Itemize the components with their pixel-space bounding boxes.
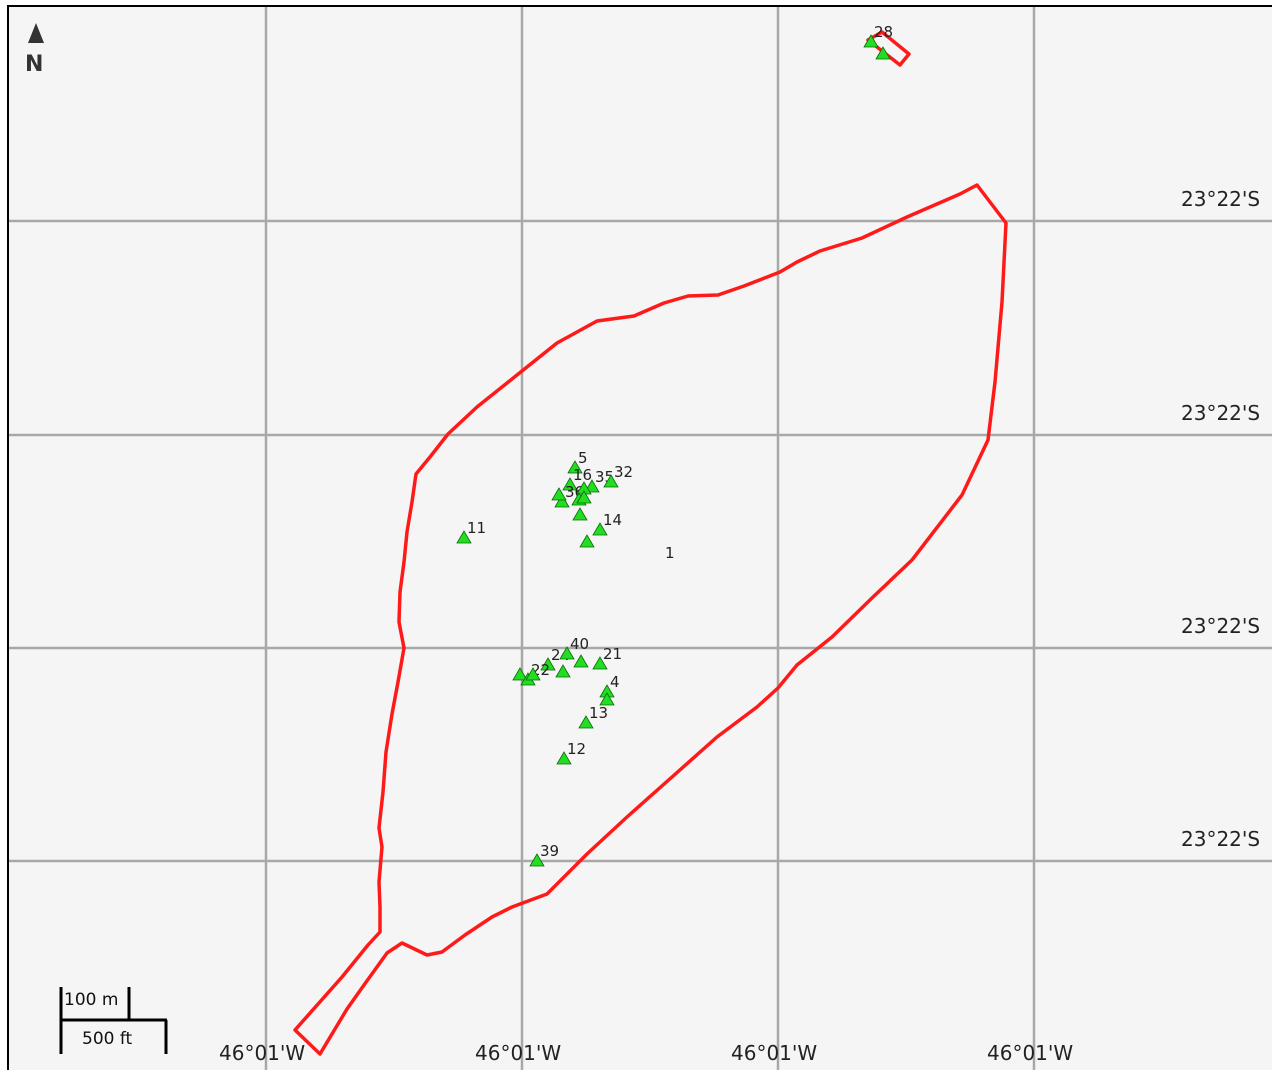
small-area-boundary[interactable]: [866, 30, 911, 67]
latitude-label: 23°22'S: [1181, 827, 1260, 851]
site-label: 5: [578, 449, 588, 467]
site-label: 21: [603, 645, 622, 663]
site-marker-icon[interactable]: [562, 477, 578, 491]
site-label: 13: [589, 704, 608, 722]
latitude-labels: 23°22'S 23°22'S 23°22'S 23°22'S: [1181, 187, 1260, 851]
site-marker-icon[interactable]: [559, 646, 575, 660]
site-marker-icon[interactable]: [551, 487, 567, 501]
site-marker-icon[interactable]: [529, 853, 545, 867]
site-marker-icon[interactable]: [603, 474, 619, 488]
north-arrow-icon: N: [25, 23, 44, 77]
longitude-label: 46°01'W: [731, 1041, 817, 1065]
site-marker-icon[interactable]: [863, 34, 879, 48]
north-label: N: [25, 52, 43, 77]
site-label: 40: [570, 635, 589, 653]
longitude-label: 46°01'W: [475, 1041, 561, 1065]
scale-bar: 100 m 500 ft: [59, 987, 168, 1054]
latitude-label: 23°22'S: [1181, 187, 1260, 211]
site-marker-icon[interactable]: [555, 664, 571, 678]
site-label: 32: [614, 463, 633, 481]
site-marker-icon[interactable]: [576, 490, 592, 504]
longitude-label: 46°01'W: [219, 1041, 305, 1065]
site-marker-icon[interactable]: [525, 667, 541, 681]
site-marker-icon[interactable]: [875, 46, 891, 60]
site-label: 4: [610, 673, 620, 691]
graticule: [9, 7, 1272, 1070]
site-label: 14: [603, 511, 622, 529]
site-marker-icon[interactable]: [572, 507, 588, 521]
site-marker-icon[interactable]: [573, 654, 589, 668]
site-marker-icon[interactable]: [599, 692, 615, 706]
site-marker-icon[interactable]: [578, 715, 594, 729]
site-marker-icon[interactable]: [592, 522, 608, 536]
site-label: 16: [573, 466, 592, 484]
site-label: 28: [874, 23, 893, 41]
site-marker-icon[interactable]: [540, 657, 556, 671]
site-label: 1: [665, 544, 675, 562]
longitude-labels: 46°01'W 46°01'W 46°01'W 46°01'W: [219, 1041, 1073, 1065]
latitude-label: 23°22'S: [1181, 401, 1260, 425]
site-marker-icon[interactable]: [579, 534, 595, 548]
scale-imperial-label: 500 ft: [82, 1029, 133, 1049]
scale-metric-label: 100 m: [64, 990, 118, 1010]
site-marker-icon[interactable]: [567, 460, 583, 474]
site-marker-icon[interactable]: [456, 530, 472, 544]
site-marker-icon[interactable]: [554, 494, 570, 508]
site-label: 39: [540, 842, 559, 860]
site-marker-icon[interactable]: [592, 656, 608, 670]
area-boundary[interactable]: [293, 183, 1008, 1056]
latitude-label: 23°22'S: [1181, 614, 1260, 638]
map-view[interactable]: 28 5 16 35 32 36 14 11 24 40 21 22 4 13 12 39 1 23°22'S…: [7, 5, 1272, 1070]
site-label: 11: [467, 519, 486, 537]
site-label: 12: [567, 740, 586, 758]
site-marker-icon[interactable]: [556, 751, 572, 765]
site-marker-icon[interactable]: [512, 667, 528, 681]
longitude-label: 46°01'W: [987, 1041, 1073, 1065]
